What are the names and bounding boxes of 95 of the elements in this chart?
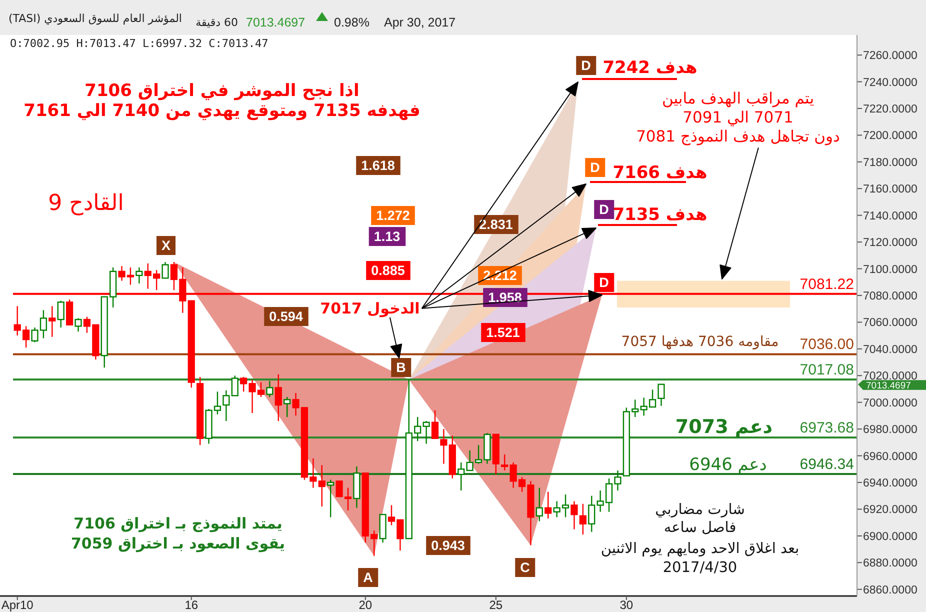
candlestick: [588, 495, 596, 532]
y-tick-label: 6920.0000: [863, 504, 918, 516]
annotation: 2.831: [479, 217, 514, 232]
annotation: D: [599, 275, 610, 290]
y-tick-label: 7240.0000: [863, 76, 918, 89]
y-tick-label: 7260.0000: [863, 50, 918, 62]
annotation: 1.521: [486, 325, 520, 340]
y-tick-label: 6940.0000: [863, 477, 918, 490]
text: 7013.4697: [246, 16, 306, 30]
candlestick: [570, 500, 578, 530]
y-tick-label: 7100.0000: [863, 264, 918, 276]
y-tick-label: 7140.0000: [863, 210, 918, 222]
candlestick: [74, 318, 82, 332]
x-tick-label: Apr10: [1, 598, 34, 612]
candlestick: [431, 410, 439, 439]
annotation: 0.885: [371, 263, 406, 278]
annotation: C: [520, 560, 530, 575]
ref-line-label: 6973.68: [800, 419, 854, 436]
y-tick-label: 7200.0000: [863, 130, 918, 142]
annotation: 1.618: [361, 158, 396, 173]
y-tick-label: 7120.0000: [863, 237, 918, 250]
annotation: A: [363, 570, 374, 585]
annotation: فهدفه 7135 ومتوقع يهدي من 7140 الي 7161: [24, 101, 420, 122]
y-tick-label: 7060.0000: [863, 317, 918, 330]
y-tick-label: 7220.0000: [863, 103, 918, 116]
y-tick-label: 6860.0000: [863, 584, 918, 596]
y-tick-label: 7000.0000: [863, 397, 918, 410]
text: Apr 30, 2017: [384, 16, 456, 30]
annotation: مقاومه 7036 هدفها 7057: [621, 334, 779, 350]
x-tick-label: 20: [358, 598, 372, 612]
last-price-tag: 7013.4697: [858, 380, 926, 392]
annotation: B: [396, 360, 406, 375]
y-tick-label: 7180.0000: [863, 156, 918, 169]
x-tick-label: 25: [489, 598, 503, 612]
annotation: هدف 7242: [602, 58, 698, 78]
annotation: 0.943: [431, 538, 466, 553]
annotation: دعم 7073: [675, 416, 773, 438]
annotation: 1.958: [488, 290, 522, 305]
annotation: D: [590, 160, 600, 175]
y-tick-label: 7080.0000: [863, 290, 918, 302]
annotation: يتم مراقب الهدف مابين: [662, 90, 814, 108]
ref-line-label: 6946.34: [800, 456, 854, 473]
candlestick: [544, 491, 552, 520]
annotation: هدف 7166: [612, 163, 708, 184]
text: 60 دقيقة: [196, 16, 238, 29]
annotation: فاصل ساعه: [664, 520, 736, 536]
candlestick: [284, 396, 291, 418]
chart-subtitle: O:7002.95 H:7013.47 L:6997.32 C:7013.47: [10, 37, 268, 50]
ref-line-label: 7036.00: [800, 336, 854, 354]
candlestick: [162, 261, 169, 279]
candlestick: [327, 479, 334, 518]
candlestick: [48, 306, 56, 338]
x-tick-label: 16: [184, 598, 198, 612]
ref-line-label: 7017.08: [800, 362, 854, 379]
annotation: هدف 7135: [612, 205, 708, 226]
candlestick: [274, 374, 282, 422]
annotation: دون تجاهل هدف النموذج 7081: [636, 128, 840, 146]
candlestick: [66, 298, 74, 326]
candlestick: [231, 375, 238, 396]
annotation: يقوى الصعود بـ اختراق 7059: [70, 534, 286, 552]
annotation: 1.13: [374, 229, 401, 244]
annotation: 2017/4/30: [662, 560, 738, 576]
y-tick-label: 7040.0000: [863, 344, 918, 356]
annotation: اذا نجح الموشر في اختراق 7106: [84, 81, 360, 102]
annotation: 7071 الي 7091: [682, 108, 794, 127]
annotation: يمتد النموذج بـ اختراق 7106: [74, 514, 282, 532]
annotation: D: [599, 202, 610, 217]
annotation: الدخول 7017: [320, 299, 420, 318]
chart-title: المؤشر العام للسوق السعودي (TASI): [8, 12, 182, 25]
candlestick: [536, 487, 543, 522]
y-tick-label: 6900.0000: [863, 530, 918, 543]
y-tick-label: 7020.0000: [863, 370, 918, 383]
candlestick: [136, 266, 143, 284]
annotation: 0.594: [269, 309, 304, 324]
y-tick-label: 6980.0000: [863, 424, 918, 436]
annotation: D: [581, 58, 592, 73]
annotation: شارت مضاربي: [655, 502, 745, 518]
candlestick: [57, 300, 64, 328]
candlestick: [318, 464, 326, 508]
text: 0.98%: [334, 16, 370, 30]
y-tick-label: 6880.0000: [863, 558, 918, 570]
annotation: القادح 9: [48, 190, 124, 216]
candlestick: [222, 390, 230, 422]
candlestick: [579, 503, 586, 536]
annotation: X: [161, 238, 171, 253]
candlestick: [658, 384, 665, 406]
x-tick-label: 30: [620, 598, 634, 612]
annotation: بعد اغلاق الاحد ومايهم يوم الاثنين: [600, 541, 800, 558]
candlestick: [266, 380, 274, 398]
ref-line-label: 7081.22: [800, 276, 854, 293]
y-tick-label: 7160.0000: [863, 184, 918, 196]
annotation: 1.272: [376, 208, 410, 223]
y-tick-label: 6960.0000: [863, 450, 918, 463]
annotation: دعم 6946: [689, 455, 767, 476]
candlestick: [501, 454, 508, 472]
